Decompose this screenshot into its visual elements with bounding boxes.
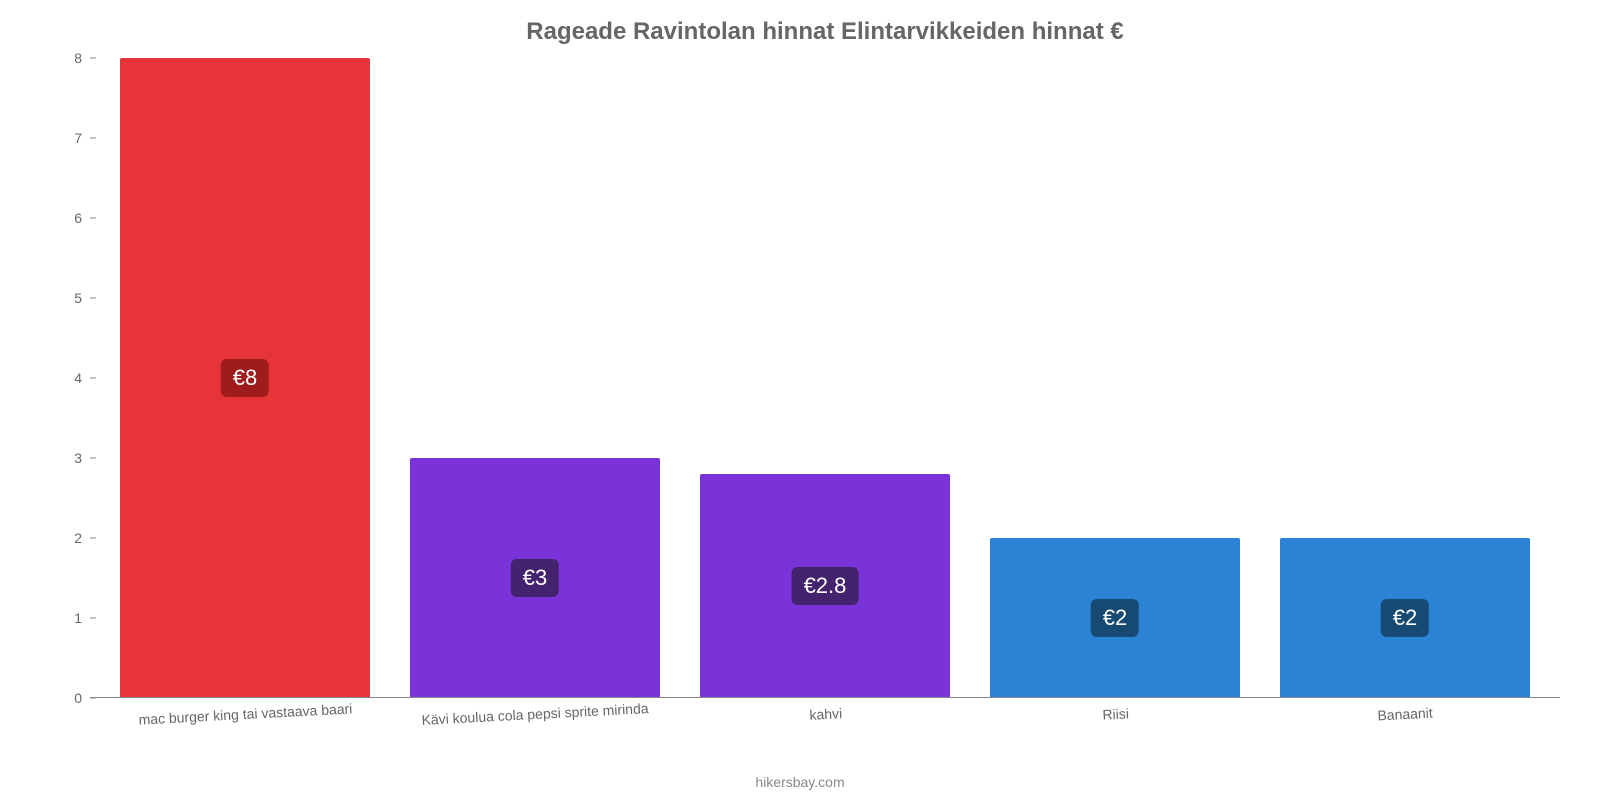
y-tick-label: 1	[50, 610, 82, 626]
bar-value-label: €8	[221, 359, 269, 397]
plot-area: 012345678 €8€3€2.8€2€2	[90, 58, 1560, 698]
chart-title: Rageade Ravintolan hinnat Elintarvikkeid…	[90, 10, 1560, 58]
y-tick-label: 7	[50, 130, 82, 146]
y-tick-label: 2	[50, 530, 82, 546]
bars-container: €8 €3 €2.8 €2 €2	[90, 58, 1560, 698]
x-label-slot: Riisi	[970, 698, 1260, 738]
category-label: kahvi	[809, 705, 842, 723]
bar-slot: €2	[1260, 58, 1550, 698]
bar-slot: €3	[390, 58, 680, 698]
bar: €8	[120, 58, 369, 698]
y-tick-label: 8	[50, 50, 82, 66]
category-label: mac burger king tai vastaava baari	[138, 700, 353, 727]
y-tick-label: 3	[50, 450, 82, 466]
bar-value-label: €2	[1381, 599, 1429, 637]
bar-slot: €8	[100, 58, 390, 698]
category-label: Kävi koulua cola pepsi sprite mirinda	[422, 700, 650, 728]
bar-value-label: €3	[511, 559, 559, 597]
x-axis-labels: mac burger king tai vastaava baari Kävi k…	[90, 698, 1560, 738]
bar-value-label: €2.8	[792, 567, 859, 605]
y-tick-label: 6	[50, 210, 82, 226]
y-tick-label: 5	[50, 290, 82, 306]
bar: €2	[990, 538, 1239, 698]
category-label: Riisi	[1102, 705, 1129, 722]
bar: €2.8	[700, 474, 949, 698]
y-tick-label: 4	[50, 370, 82, 386]
y-tick-label: 0	[50, 690, 82, 706]
credit-text: hikersbay.com	[0, 774, 1600, 790]
bar-value-label: €2	[1091, 599, 1139, 637]
x-label-slot: Banaanit	[1260, 698, 1550, 738]
bar-slot: €2	[970, 58, 1260, 698]
bar-slot: €2.8	[680, 58, 970, 698]
price-bar-chart: Rageade Ravintolan hinnat Elintarvikkeid…	[0, 0, 1600, 800]
category-label: Banaanit	[1377, 705, 1433, 724]
bar: €3	[410, 458, 659, 698]
x-label-slot: Kävi koulua cola pepsi sprite mirinda	[390, 698, 680, 738]
y-axis: 012345678	[50, 58, 90, 698]
x-label-slot: kahvi	[680, 698, 970, 738]
bar: €2	[1280, 538, 1529, 698]
x-label-slot: mac burger king tai vastaava baari	[100, 698, 390, 738]
